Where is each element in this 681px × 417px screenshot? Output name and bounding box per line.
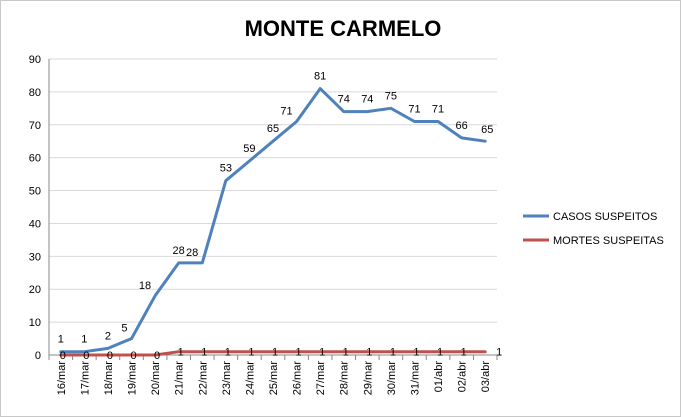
x-tick-label: 23/mar	[221, 361, 233, 396]
data-label-mortes: 1	[201, 347, 207, 359]
data-label-mortes: 1	[296, 347, 302, 359]
x-tick-label: 20/mar	[150, 361, 162, 396]
y-axis: 0 10 20 30 40 50 60 70 80 90	[29, 54, 50, 362]
y-tick-label: 30	[29, 251, 41, 263]
y-tick-label: 70	[29, 120, 41, 132]
data-label-mortes: 1	[413, 347, 419, 359]
data-label-casos: 1	[81, 334, 87, 346]
x-tick-label: 30/mar	[386, 361, 398, 396]
legend-label-0: CASOS SUSPEITOS	[553, 211, 657, 223]
x-tick-label: 25/mar	[268, 361, 280, 396]
series-line-1	[59, 350, 487, 357]
data-label-casos: 71	[408, 103, 420, 115]
data-label-mortes: 0	[83, 350, 89, 362]
data-label-casos: 71	[432, 103, 444, 115]
data-label-casos: 18	[139, 280, 151, 292]
data-label-casos: 53	[220, 163, 232, 175]
data-label-casos: 5	[121, 323, 127, 335]
data-label-mortes: 1	[319, 347, 325, 359]
data-label-mortes: 0	[130, 350, 136, 362]
x-tick-label: 31/mar	[409, 361, 421, 396]
data-label-casos: 66	[456, 120, 468, 132]
data-label-casos: 59	[243, 143, 255, 155]
data-label-casos: 1	[58, 334, 64, 346]
x-tick-label: 19/mar	[127, 361, 139, 396]
data-label-mortes: 1	[343, 347, 349, 359]
gridlines	[49, 58, 497, 356]
y-tick-label: 50	[29, 186, 41, 198]
data-label-casos: 65	[267, 123, 279, 135]
y-tick-label: 90	[29, 54, 41, 66]
data-label-casos: 28	[173, 245, 185, 257]
data-label-mortes: 1	[390, 347, 396, 359]
y-tick-label: 10	[29, 317, 41, 329]
data-label-casos: 2	[105, 330, 111, 342]
data-label-mortes: 1	[496, 347, 502, 359]
series-lines	[59, 87, 487, 357]
x-tick-label: 18/mar	[103, 361, 115, 396]
y-tick-label: 80	[29, 87, 41, 99]
y-tick-label: 60	[29, 153, 41, 165]
data-label-mortes: 1	[366, 347, 372, 359]
x-tick-label: 21/mar	[174, 361, 186, 396]
data-label-casos: 75	[385, 90, 397, 102]
data-label-mortes: 0	[154, 350, 160, 362]
data-label-mortes: 1	[272, 347, 278, 359]
y-tick-label: 20	[29, 284, 41, 296]
data-label-casos: 65	[481, 124, 493, 136]
legend-label-1: MORTES SUSPEITAS	[553, 235, 664, 247]
x-tick-label: 16/mar	[56, 361, 68, 396]
x-tick-label: 22/mar	[197, 361, 209, 396]
series-line-0	[59, 87, 487, 354]
x-axis: 16/mar 17/mar 18/mar 19/mar 20/mar 21/mar 22/m…	[48, 354, 498, 396]
data-label-mortes: 0	[107, 350, 113, 362]
data-label-casos: 71	[280, 105, 292, 117]
x-tick-label: 01/abr	[433, 361, 445, 393]
chart-title: MONTE CARMELO	[245, 16, 442, 41]
y-tick-label: 0	[35, 350, 41, 362]
x-tick-label: 27/mar	[315, 361, 327, 396]
legend: CASOS SUSPEITOS MORTES SUSPEITAS	[523, 211, 664, 247]
data-label-casos: 81	[314, 71, 326, 83]
x-tick-label: 03/abr	[480, 361, 492, 393]
data-label-casos: 74	[338, 94, 350, 106]
x-tick-label: 17/mar	[79, 361, 91, 396]
data-label-mortes: 1	[225, 347, 231, 359]
data-label-mortes: 1	[437, 347, 443, 359]
x-tick-label: 24/mar	[244, 361, 256, 396]
x-tick-label: 28/mar	[339, 361, 351, 396]
x-tick-label: 02/abr	[457, 361, 469, 393]
data-label-casos: 74	[361, 94, 373, 106]
data-label-mortes: 1	[248, 347, 254, 359]
data-label-mortes: 0	[60, 350, 66, 362]
y-tick-label: 40	[29, 218, 41, 230]
data-label-casos: 28	[186, 247, 198, 259]
x-tick-label: 29/mar	[362, 361, 374, 396]
data-label-mortes: 1	[461, 347, 467, 359]
data-label-mortes: 1	[178, 347, 184, 359]
x-tick-label: 26/mar	[292, 361, 304, 396]
